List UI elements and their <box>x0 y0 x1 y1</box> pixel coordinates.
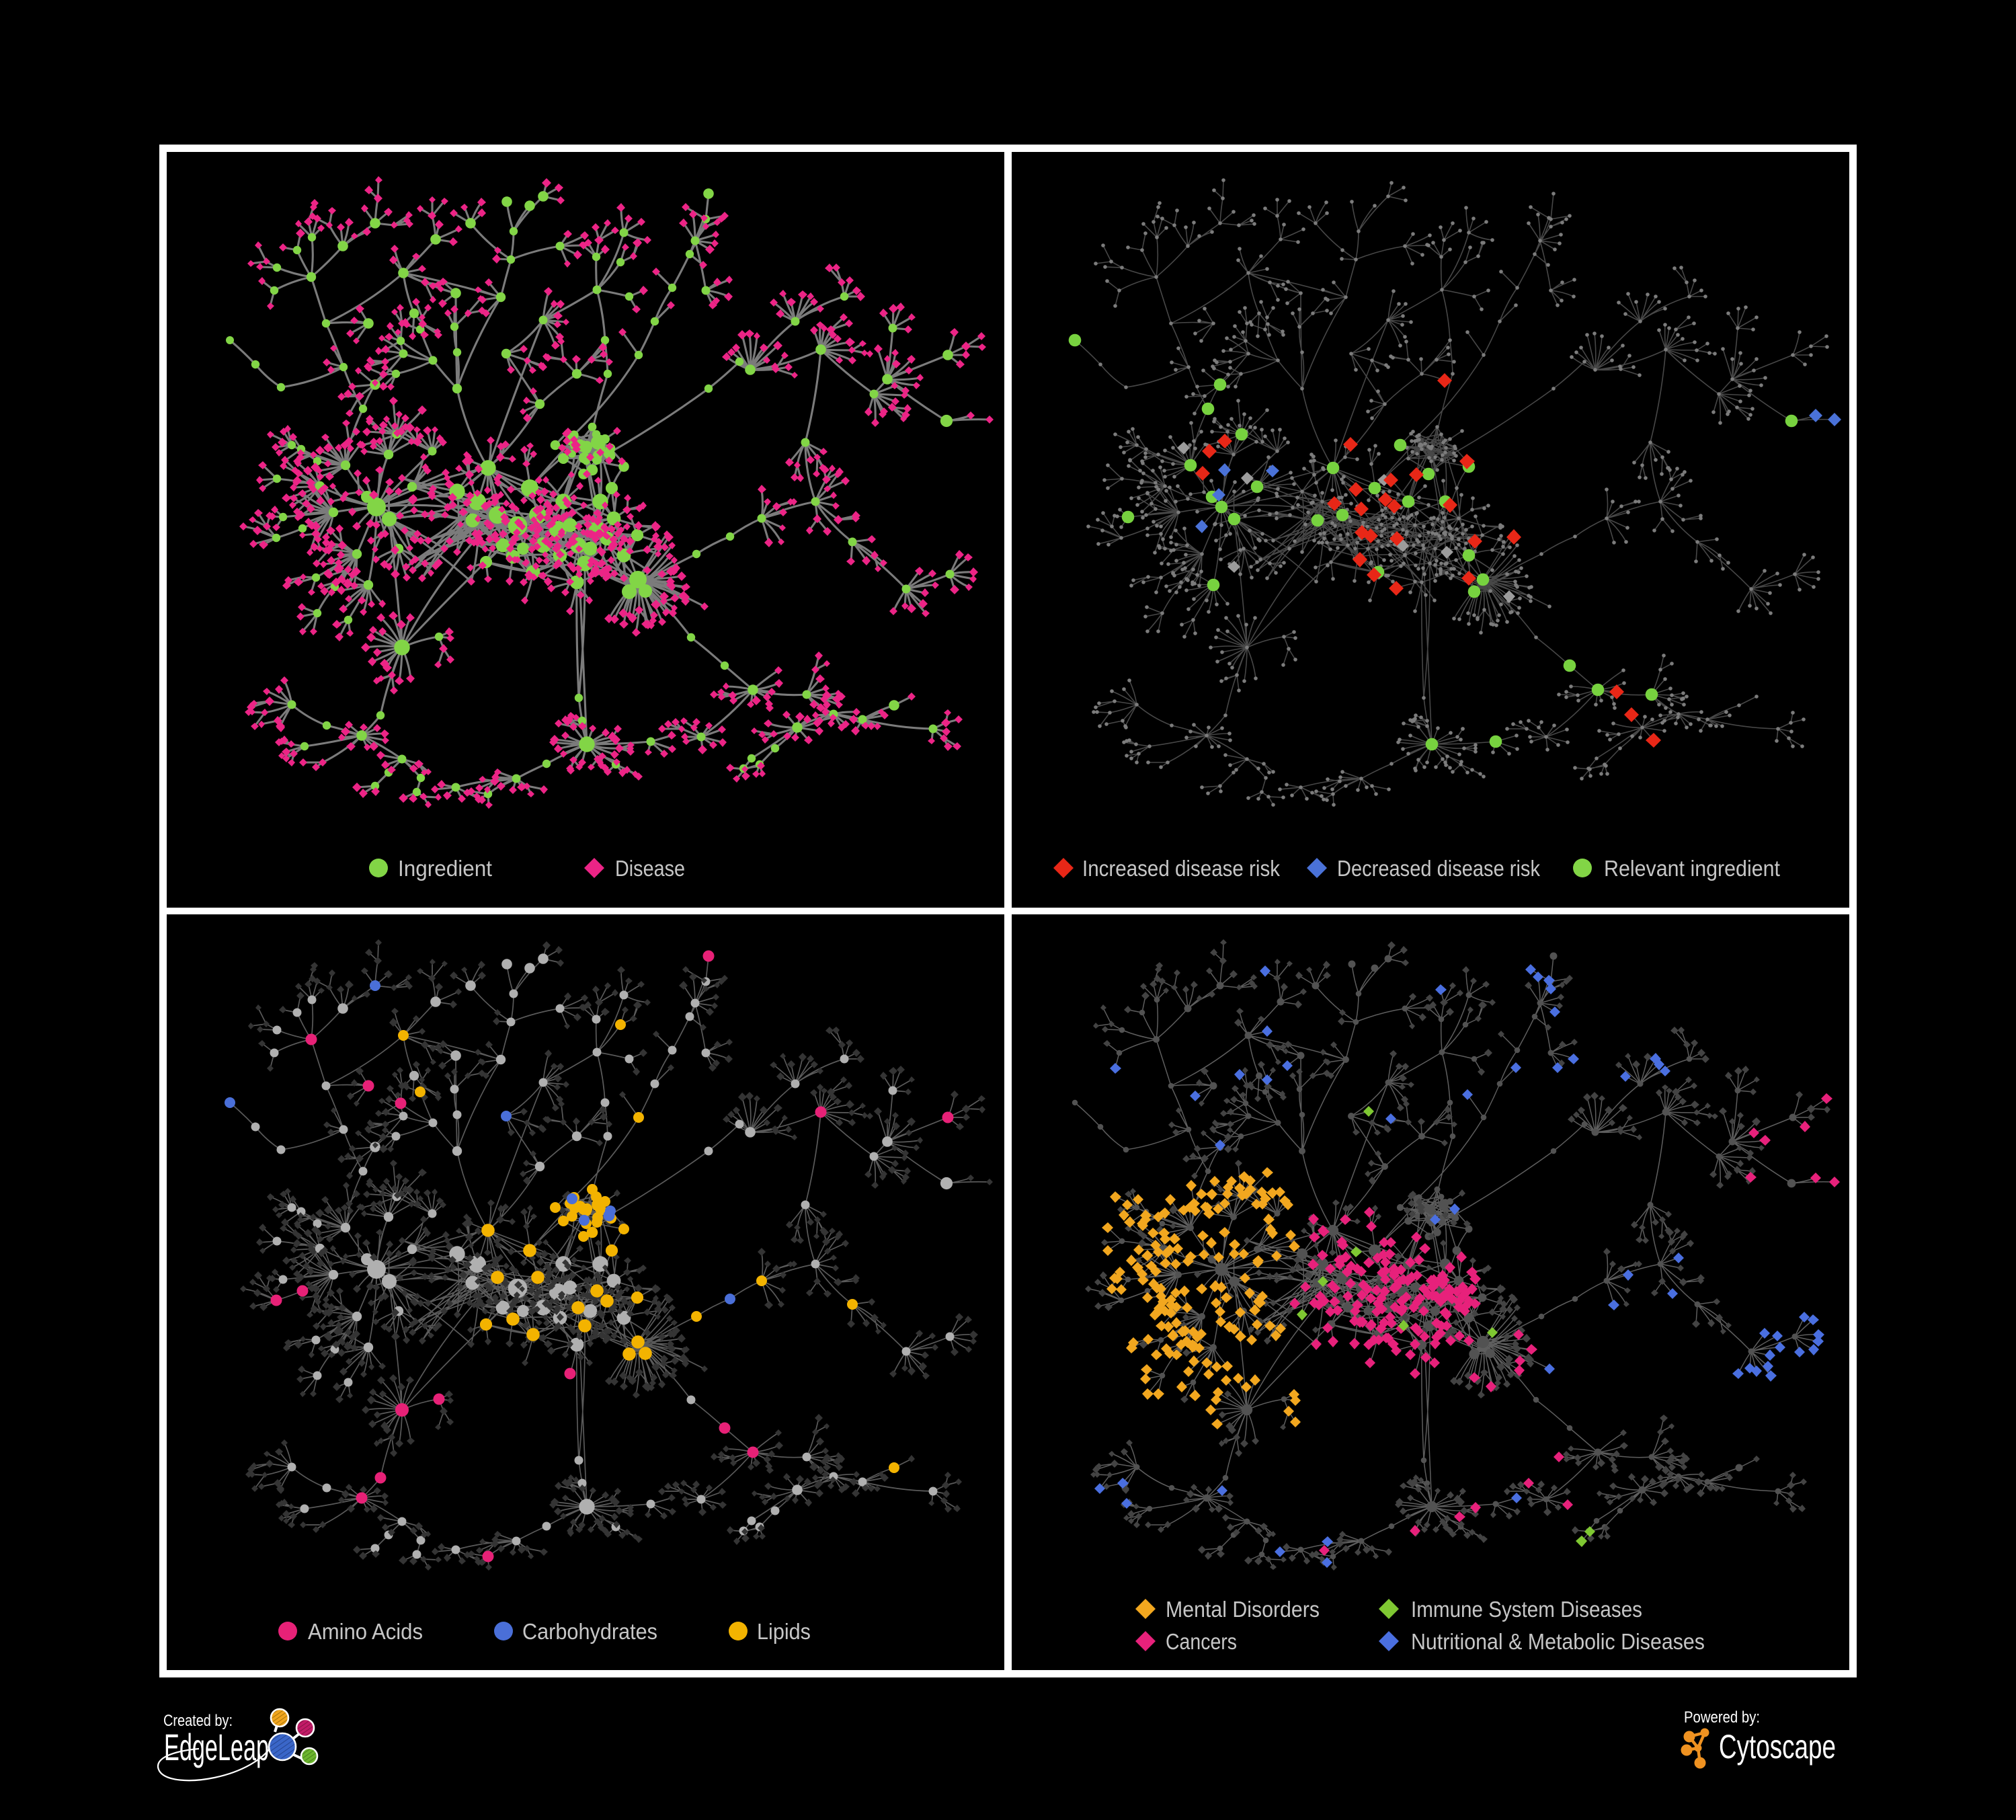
svg-text:Mental Disorders: Mental Disorders <box>1166 1597 1320 1622</box>
svg-text:Nutritional & Metabolic Diseas: Nutritional & Metabolic Diseases <box>1411 1629 1705 1654</box>
svg-text:Relevant ingredient: Relevant ingredient <box>1604 856 1780 881</box>
svg-text:Amino Acids: Amino Acids <box>308 1619 423 1644</box>
svg-text:Disease: Disease <box>615 856 685 881</box>
svg-text:Lipids: Lipids <box>757 1619 811 1644</box>
svg-text:Cytoscape: Cytoscape <box>1719 1728 1836 1766</box>
svg-text:Increased disease risk: Increased disease risk <box>1082 856 1280 881</box>
svg-text:Decreased disease risk: Decreased disease risk <box>1337 856 1540 881</box>
svg-text:Cancers: Cancers <box>1166 1629 1237 1654</box>
svg-text:EdgeLeap: EdgeLeap <box>164 1726 269 1768</box>
svg-text:Ingredient: Ingredient <box>398 856 492 881</box>
svg-text:Carbohydrates: Carbohydrates <box>522 1619 657 1644</box>
svg-text:Immune System Diseases: Immune System Diseases <box>1411 1597 1642 1622</box>
svg-text:Powered by:: Powered by: <box>1684 1708 1760 1727</box>
